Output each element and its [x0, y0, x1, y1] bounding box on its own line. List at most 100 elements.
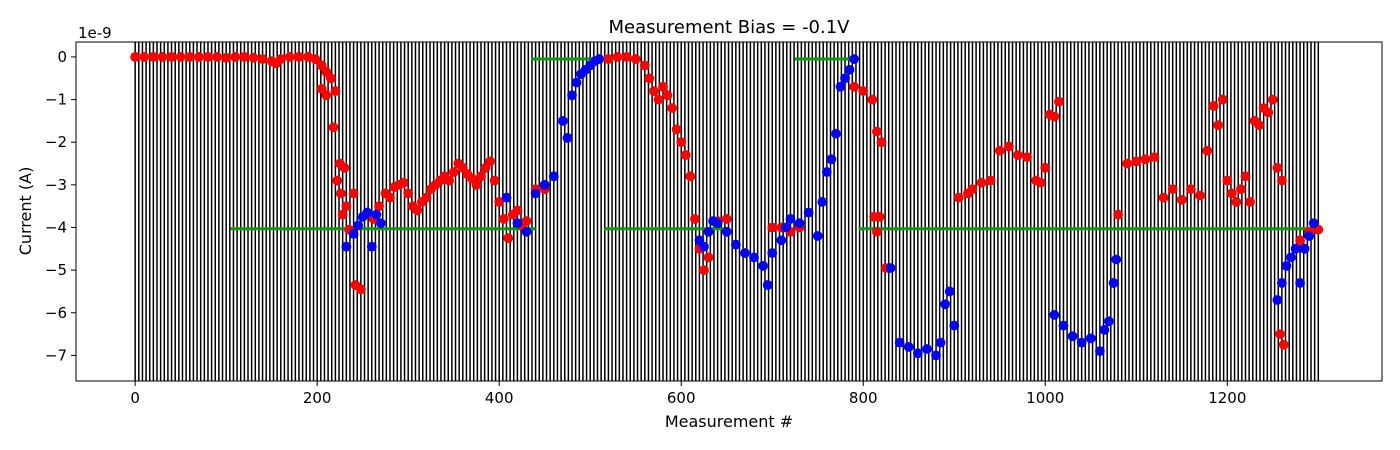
data-point — [871, 226, 882, 237]
data-point — [1140, 154, 1151, 165]
data-point — [512, 218, 523, 229]
data-point — [762, 280, 773, 290]
data-point — [325, 73, 336, 84]
data-point — [321, 90, 332, 101]
data-point — [740, 248, 750, 258]
data-point — [1076, 337, 1087, 348]
x-axis-label: Measurement # — [665, 412, 793, 431]
data-point — [398, 177, 409, 188]
data-point — [1158, 192, 1169, 203]
data-point — [374, 201, 384, 212]
data-point — [835, 81, 846, 92]
data-point — [903, 341, 914, 352]
plot-frame — [75, 41, 1383, 382]
data-point — [1149, 152, 1160, 163]
data-point — [548, 171, 559, 182]
data-point — [639, 60, 650, 71]
green-segments — [230, 57, 1319, 231]
data-point — [1040, 162, 1051, 173]
data-point — [175, 52, 186, 62]
data-point — [817, 197, 828, 207]
data-point — [953, 192, 964, 203]
data-point — [667, 103, 678, 113]
x-axis: 0 200 400 600 800 1000 1200 — [130, 381, 1246, 407]
data-point — [671, 124, 682, 135]
data-point — [1304, 231, 1315, 241]
x-tick-label: 600 — [667, 389, 696, 407]
data-point — [1108, 278, 1119, 288]
data-point — [994, 145, 1005, 156]
data-point — [1308, 218, 1319, 229]
data-point — [658, 81, 668, 92]
data-point — [501, 192, 512, 203]
data-point — [310, 54, 321, 64]
data-point — [1222, 175, 1233, 186]
data-point — [885, 263, 896, 273]
data-point — [1295, 278, 1305, 288]
data-point — [703, 226, 714, 237]
data-point — [275, 54, 286, 64]
data-point — [1131, 156, 1142, 167]
data-point — [867, 94, 878, 105]
data-point — [1245, 197, 1255, 207]
data-point — [767, 248, 778, 258]
data-point — [503, 233, 514, 244]
data-point — [1213, 120, 1224, 131]
data-point — [157, 52, 168, 62]
y-tick-label: −3 — [45, 176, 67, 194]
x-tick-label: 1000 — [1026, 389, 1064, 407]
data-point — [248, 52, 259, 63]
data-point — [1104, 316, 1114, 327]
data-point — [1067, 331, 1078, 342]
data-point — [844, 64, 855, 75]
x-tick-label: 400 — [485, 389, 514, 407]
data-point — [699, 265, 709, 276]
data-point — [785, 214, 796, 224]
data-point — [1240, 171, 1251, 182]
data-point — [644, 73, 655, 84]
y-tick-label: 0 — [57, 48, 67, 66]
data-point — [749, 252, 759, 263]
data-point — [1217, 94, 1228, 105]
data-point — [1085, 333, 1096, 344]
data-point — [371, 209, 382, 220]
data-point — [1263, 107, 1274, 118]
data-point — [1122, 158, 1133, 169]
data-point — [985, 175, 996, 186]
data-point — [840, 73, 850, 84]
data-point — [139, 52, 150, 62]
data-point — [1295, 235, 1305, 246]
data-point — [849, 54, 860, 64]
data-point — [567, 90, 577, 101]
x-tick-label: 1200 — [1208, 389, 1246, 407]
data-point — [476, 171, 486, 182]
vertical-lines — [134, 42, 1320, 381]
data-point — [1236, 184, 1246, 195]
data-point — [803, 207, 814, 218]
data-point — [940, 299, 951, 310]
data-point — [821, 167, 832, 177]
data-point — [284, 52, 295, 62]
chart-title: Measurement Bias = -0.1V — [608, 17, 850, 38]
data-point — [1275, 329, 1285, 339]
data-point — [685, 171, 696, 182]
data-point — [712, 218, 723, 229]
data-point — [976, 177, 987, 188]
data-point — [339, 162, 350, 173]
data-point — [257, 54, 268, 64]
data-point — [166, 52, 177, 62]
data-point — [1113, 209, 1123, 220]
data-point — [494, 197, 505, 207]
data-point — [348, 188, 359, 199]
x-tick-label: 0 — [130, 389, 140, 407]
data-point — [931, 350, 941, 361]
y-axis-label: Current (A) — [16, 167, 35, 256]
data-point — [444, 175, 455, 186]
data-point — [1281, 260, 1292, 271]
data-point — [876, 137, 887, 148]
y-tick-label: −4 — [45, 218, 67, 236]
data-point — [521, 226, 532, 237]
data-point — [471, 179, 482, 190]
data-point — [212, 52, 222, 62]
